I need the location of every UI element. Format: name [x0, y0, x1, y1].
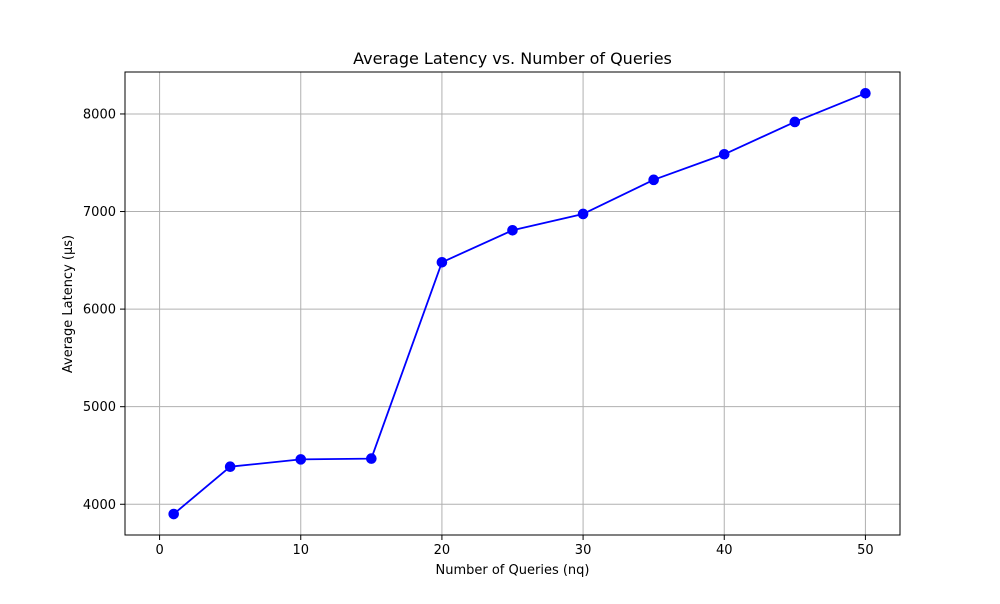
- data-point: [436, 256, 448, 268]
- y-axis-ticks: 4000 5000 6000 7000 8000: [83, 107, 125, 513]
- x-axis-ticks: 0 10 20 30 40 50: [155, 535, 874, 558]
- data-point: [224, 461, 236, 472]
- y-tick-label: 6000: [83, 303, 116, 318]
- y-tick-label: 4000: [83, 498, 116, 513]
- grid-layer: [125, 72, 900, 535]
- data-point: [168, 508, 180, 520]
- x-tick-label: 10: [292, 543, 309, 558]
- y-tick-label: 8000: [83, 107, 116, 122]
- data-point: [577, 208, 589, 220]
- y-tick-label: 5000: [83, 400, 116, 415]
- y-tick-label: 7000: [83, 205, 116, 220]
- data-point: [366, 453, 377, 464]
- x-tick-label: 50: [857, 543, 874, 558]
- data-point: [789, 116, 801, 128]
- chart-title: Average Latency vs. Number of Queries: [353, 49, 672, 68]
- x-tick-label: 40: [716, 543, 733, 558]
- x-tick-label: 0: [155, 543, 163, 558]
- y-axis-label: Average Latency (µs): [61, 235, 76, 373]
- x-axis-label: Number of Queries (nq): [436, 563, 590, 578]
- data-point: [648, 174, 659, 186]
- x-tick-label: 30: [575, 543, 592, 558]
- x-tick-label: 20: [434, 543, 451, 558]
- data-point: [295, 454, 307, 465]
- data-point: [860, 87, 871, 99]
- series-layer: [168, 87, 871, 520]
- data-point: [718, 148, 730, 160]
- plot-frame: [124, 71, 901, 536]
- data-point: [507, 224, 518, 236]
